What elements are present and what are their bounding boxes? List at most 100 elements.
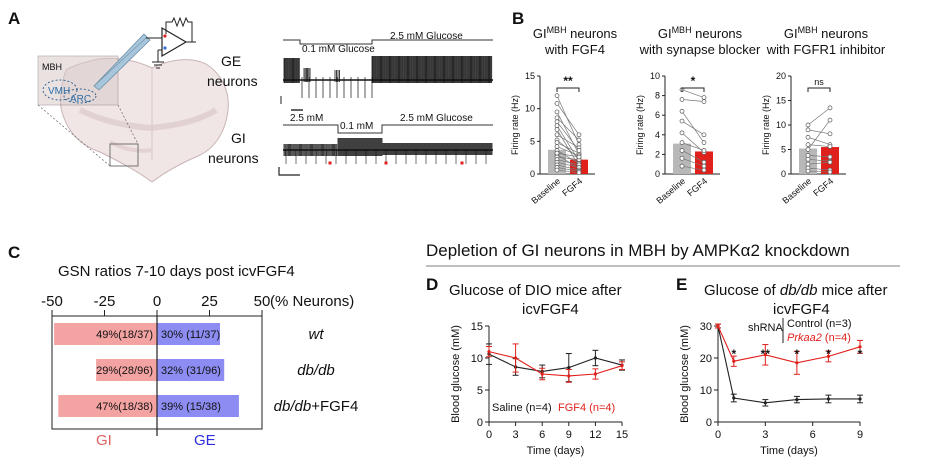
panel-b-title-rest: neurons xyxy=(567,26,618,41)
panel-b-title2-2: with synapse blocker xyxy=(639,42,761,57)
legend-control: Control (n=3) xyxy=(787,318,852,330)
paired-line xyxy=(556,150,580,164)
paired-dot xyxy=(701,99,707,104)
y-axis-label: Blood glucose (mM) xyxy=(450,325,462,423)
paired-dot xyxy=(679,108,685,114)
significance-label: ns xyxy=(814,77,824,87)
panel-e-letter: E xyxy=(676,275,687,294)
paired-line xyxy=(556,121,580,151)
paired-line xyxy=(556,103,580,136)
arc-label: ARC xyxy=(70,94,91,105)
x-tick-label: -25 xyxy=(94,293,116,310)
mbh-label: MBH xyxy=(42,62,62,72)
x-tick-label: 50 xyxy=(254,293,271,310)
amplifier-icon xyxy=(161,26,188,58)
panel-e-title-1: Glucose of db/db mice after xyxy=(704,282,887,299)
significance-bracket xyxy=(556,87,580,92)
panel-b-title-sup: MBH xyxy=(798,25,818,35)
paired-dot xyxy=(701,159,707,165)
y-tick-label: 0 xyxy=(781,169,786,179)
gi-bar-label: 47%(18/38) xyxy=(96,401,153,413)
gi-trace xyxy=(283,138,493,165)
gi-neurons-label-2: neurons xyxy=(208,150,259,166)
x-tick-label: 0 xyxy=(715,429,721,441)
paired-line xyxy=(807,129,831,135)
y-tick-label: 10 xyxy=(700,385,712,397)
paired-line xyxy=(807,170,831,173)
paired-dot xyxy=(701,95,707,100)
paired-line xyxy=(681,89,705,98)
y-tick-label: 10 xyxy=(525,104,535,114)
paired-dot xyxy=(805,134,811,140)
panel-c-title: GSN ratios 7-10 days post icvFGF4 xyxy=(58,263,295,280)
arc-outline xyxy=(63,88,97,104)
trace-marker xyxy=(460,161,464,165)
category-label-suffix: +FGF4 xyxy=(311,398,358,415)
paired-line xyxy=(681,142,705,151)
legend-shrna: shRNA xyxy=(748,322,784,334)
x-category-label: FGF4 xyxy=(560,176,584,198)
gi-seg3-label: 2.5 mM Glucose xyxy=(400,113,473,124)
y-tick-label: 0 xyxy=(477,417,483,429)
panel-e-title-2: icvFGF4 xyxy=(773,301,830,318)
paired-dot xyxy=(576,170,582,176)
y-tick-label: 5 xyxy=(781,145,786,155)
gi-bar xyxy=(54,323,157,345)
paired-dot xyxy=(805,122,811,128)
panel-e-title-post: mice after xyxy=(817,282,887,299)
y-axis-label: Firing rate (Hz) xyxy=(635,95,645,155)
paired-line xyxy=(807,136,831,145)
paired-dot xyxy=(827,154,833,160)
ge-bar-label: 30% (11/37) xyxy=(161,329,220,341)
x-axis-label: Time (days) xyxy=(527,445,585,457)
y-tick-label: 0 xyxy=(706,417,712,429)
x-category-label: FGF4 xyxy=(811,176,835,198)
paired-dot xyxy=(554,167,560,173)
y-tick-label: 30 xyxy=(700,321,712,333)
ge-bar-label: 39% (15/38) xyxy=(161,401,221,413)
category-label-italic: db/db xyxy=(274,398,312,415)
brain-schematic: MBH VMH ARC xyxy=(37,16,229,183)
panel-b-title-sup: MBH xyxy=(547,25,567,35)
paired-dot xyxy=(554,93,560,98)
legend-prkaa2-n: (n=4) xyxy=(822,332,851,344)
paired-dot xyxy=(679,97,685,102)
x-tick-label: 3 xyxy=(513,429,519,441)
paired-line xyxy=(556,152,580,158)
ge-bar xyxy=(157,395,239,417)
significance-star: * xyxy=(795,347,800,361)
significance-bracket xyxy=(807,87,831,92)
paired-dot xyxy=(554,127,560,132)
electrode-icon xyxy=(93,33,151,91)
panel-c-axis-unit: (% Neurons) xyxy=(270,293,354,310)
panel-a-letter: A xyxy=(8,9,20,28)
legend-prkaa2: Prkaa2 (n=4) xyxy=(787,332,851,344)
paired-dot xyxy=(554,132,560,138)
y-tick-label: 0 xyxy=(655,169,660,179)
panel-d-title-2: icvFGF4 xyxy=(522,301,579,318)
ge-seg2-label: 2.5 mM Glucose xyxy=(390,31,463,42)
paired-line xyxy=(556,159,580,166)
significance-star: * xyxy=(731,347,736,361)
ge-neurons-label-1: GE xyxy=(221,53,241,69)
paired-dot xyxy=(554,144,560,149)
legend-saline: Saline (n=4) xyxy=(492,402,552,414)
paired-line xyxy=(556,139,580,159)
paired-dot xyxy=(701,167,707,173)
paired-line xyxy=(681,99,705,102)
y-tick-label: 0 xyxy=(530,169,535,179)
gi-bar-label: 29%(28/96) xyxy=(96,365,153,377)
data-point xyxy=(514,356,518,360)
paired-dot xyxy=(827,144,833,149)
panel-c-gi-label: GI xyxy=(96,432,112,449)
paired-dot xyxy=(554,150,560,156)
gi-seg2-label: 0.1 mM xyxy=(340,121,373,132)
y-axis-label: Firing rate (Hz) xyxy=(761,95,771,155)
panel-b-letter: B xyxy=(512,9,524,28)
data-point xyxy=(732,359,736,363)
panel-d-letter: D xyxy=(426,275,438,294)
panel-c-letter: C xyxy=(8,243,20,262)
paired-dot xyxy=(827,159,833,165)
y-tick-label: 20 xyxy=(776,71,786,81)
ge-bar xyxy=(157,359,225,381)
